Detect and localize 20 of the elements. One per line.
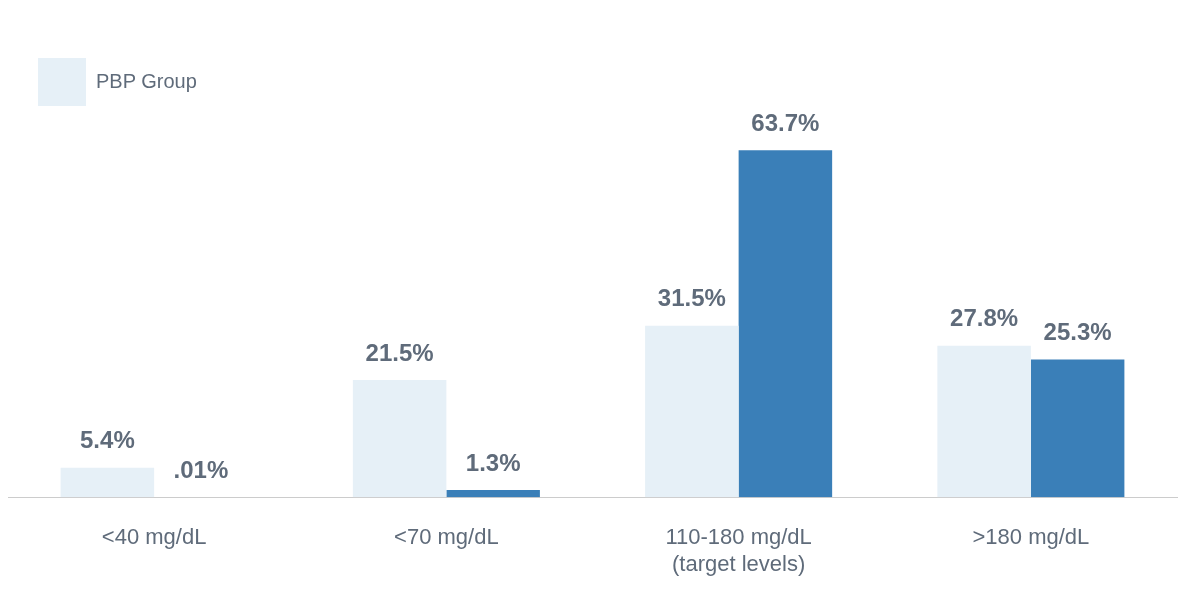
bar: [60, 467, 155, 498]
bar: [937, 345, 1031, 498]
data-label: .01%: [173, 455, 229, 483]
x-tick-label: <70 mg/dL: [394, 524, 499, 550]
bar: [446, 490, 540, 498]
x-tick-label: 110-180 mg/dL (target levels): [665, 524, 812, 576]
data-label: 27.8%: [950, 304, 1019, 332]
data-label: 1.3%: [465, 448, 521, 476]
x-tick-label: >180 mg/dL: [972, 524, 1090, 550]
data-label: 63.7%: [751, 108, 820, 136]
bar: [352, 380, 447, 498]
legend-label: PBP Group: [96, 69, 197, 92]
data-label: 25.3%: [1043, 318, 1112, 346]
data-label: 5.4%: [80, 426, 135, 454]
bar: [738, 150, 833, 498]
bar: [1030, 359, 1125, 498]
data-label: 31.5%: [657, 284, 726, 312]
bar: [645, 325, 739, 498]
x-tick-label: <40 mg/dL: [101, 524, 207, 550]
data-label: 21.5%: [365, 338, 434, 366]
